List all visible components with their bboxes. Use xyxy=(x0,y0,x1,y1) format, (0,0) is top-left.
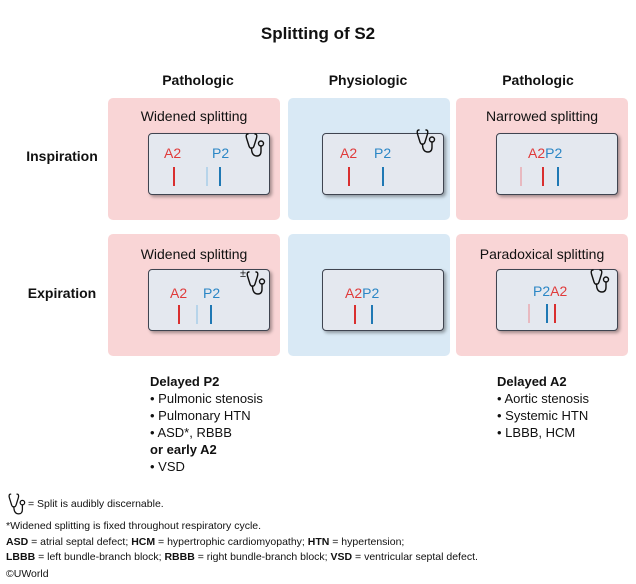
cause-item: • Pulmonary HTN xyxy=(150,408,251,423)
a2-label: A2 xyxy=(340,145,358,161)
p2-label: P2 xyxy=(203,285,221,301)
cause-heading: Delayed P2 xyxy=(150,374,220,389)
cause-item: • ASD*, RBBB xyxy=(150,425,232,440)
p2-label: P2 xyxy=(212,145,230,161)
p2-tick xyxy=(382,167,384,186)
cause-item: • Aortic stenosis xyxy=(497,391,589,406)
abbreviations-line-2: LBBB = left bundle-branch block; RBBB = … xyxy=(6,551,478,563)
abbr-htn-text: = hypertension; xyxy=(329,536,405,548)
a2-label: A2 xyxy=(345,285,363,301)
p2-tick xyxy=(371,305,373,324)
stethoscope-icon xyxy=(245,132,265,158)
card-inspiration-widened xyxy=(148,133,270,195)
label-paradoxical-splitting: Paradoxical splitting xyxy=(479,246,605,262)
a2-label: A2 xyxy=(550,283,568,299)
a2-tick xyxy=(542,167,544,186)
abbr-htn: HTN xyxy=(307,536,330,548)
p2-tick xyxy=(219,167,221,186)
stethoscope-icon xyxy=(246,270,266,296)
label-narrowed-splitting: Narrowed splitting xyxy=(485,108,599,124)
row-header-expiration: Expiration xyxy=(27,285,97,301)
p2-label: P2 xyxy=(533,283,551,299)
widened-note: *Widened splitting is fixed throughout r… xyxy=(6,520,262,532)
stethoscope-legend: = Split is audibly discernable. xyxy=(28,498,164,510)
cause-item: • LBBB, HCM xyxy=(497,425,576,440)
label-widened-splitting-expiration: Widened splitting xyxy=(140,246,248,262)
cause-item: • VSD xyxy=(150,459,185,474)
p2-faded-tick xyxy=(206,167,208,186)
card-expiration-physiologic xyxy=(322,269,444,331)
abbr-hcm-text: = hypertrophic cardiomyopathy; xyxy=(155,536,308,548)
a2-tick xyxy=(178,305,180,324)
a2p2-label: A2P2 xyxy=(528,145,562,161)
abbr-rbbb-text: = right bundle-branch block; xyxy=(194,551,331,563)
plus-minus-mark: ± xyxy=(240,268,247,280)
copyright: ©UWorld xyxy=(6,568,49,580)
label-widened-splitting-inspiration: Widened splitting xyxy=(140,108,248,124)
p2-label: P2 xyxy=(545,145,563,161)
column-header-physiologic: Physiologic xyxy=(328,72,408,88)
diagram-title: Splitting of S2 xyxy=(260,24,376,43)
p2-faded-tick xyxy=(196,305,198,324)
stethoscope-icon xyxy=(590,268,610,294)
a2-faded-tick xyxy=(528,304,530,323)
a2-tick xyxy=(348,167,350,186)
causes-delayed-a2: Delayed A2 • Aortic stenosis • Systemic … xyxy=(497,374,589,440)
abbr-hcm: HCM xyxy=(131,536,156,548)
abbreviations-line-1: ASD = atrial septal defect; HCM = hypert… xyxy=(6,536,404,548)
row-header-inspiration: Inspiration xyxy=(26,148,98,164)
a2-tick xyxy=(173,167,175,186)
card-expiration-paradoxical xyxy=(496,269,618,331)
abbr-rbbb: RBBB xyxy=(164,551,195,563)
abbr-lbbb: LBBB xyxy=(6,551,36,563)
abbr-asd-text: = atrial septal defect; xyxy=(28,536,132,548)
p2-label: P2 xyxy=(362,285,380,301)
cause-heading: or early A2 xyxy=(150,442,217,457)
stethoscope-icon xyxy=(416,128,436,154)
card-expiration-widened xyxy=(148,269,270,331)
a2-tick xyxy=(354,305,356,324)
column-header-pathologic-left: Pathologic xyxy=(162,72,234,88)
stethoscope-icon xyxy=(8,492,26,516)
causes-delayed-p2: Delayed P2 • Pulmonic stenosis • Pulmona… xyxy=(150,374,263,474)
cause-item: • Pulmonic stenosis xyxy=(150,391,263,406)
a2-label: A2 xyxy=(528,145,546,161)
a2-tick xyxy=(554,304,556,323)
p2a2-label: P2A2 xyxy=(533,283,567,299)
column-header-pathologic-right: Pathologic xyxy=(502,72,574,88)
a2-label: A2 xyxy=(164,145,182,161)
p2-tick xyxy=(546,304,548,323)
a2-faded-tick xyxy=(520,167,522,186)
p2-tick xyxy=(557,167,559,186)
a2-label: A2 xyxy=(170,285,188,301)
abbr-asd: ASD xyxy=(6,536,29,548)
abbr-vsd: VSD xyxy=(330,551,353,563)
p2-label: P2 xyxy=(374,145,392,161)
abbr-lbbb-text: = left bundle-branch block; xyxy=(35,551,165,563)
p2-tick xyxy=(210,305,212,324)
abbr-vsd-text: = ventricular septal defect. xyxy=(352,551,478,563)
a2p2-label: A2P2 xyxy=(345,285,379,301)
cause-heading: Delayed A2 xyxy=(497,374,567,389)
cause-item: • Systemic HTN xyxy=(497,408,589,423)
